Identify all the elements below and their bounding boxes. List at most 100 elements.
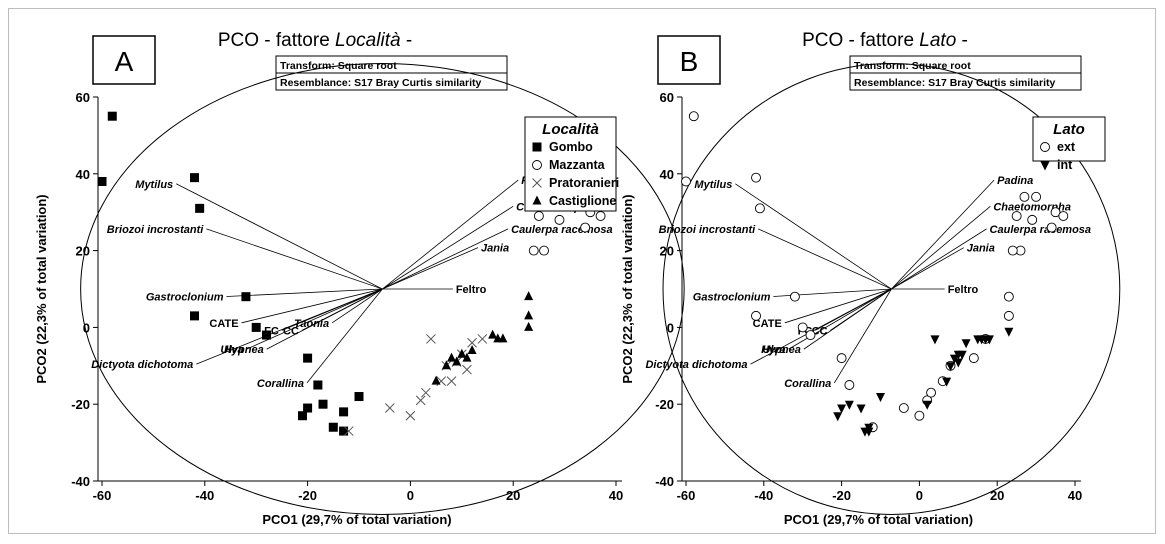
vector-label: Caulerpa racemosa — [990, 224, 1091, 236]
marker-circle — [1027, 214, 1038, 225]
marker-x-stroke — [343, 426, 354, 436]
chart-title-prefix: PCO - fattore — [802, 30, 919, 51]
marker-triangle-down — [876, 393, 885, 403]
marker-circle — [836, 353, 847, 364]
marker-circle — [789, 291, 800, 302]
panel-letter-box — [657, 35, 721, 85]
marker-x — [446, 376, 457, 387]
vector-label: CATE — [753, 318, 782, 330]
marker-triangle-down — [837, 404, 847, 414]
vector-line — [306, 288, 383, 384]
x-axis-label: PCO1 (29,7% of total variation) — [784, 512, 973, 527]
correlation-circle — [662, 63, 1121, 515]
marker-circle — [1019, 191, 1030, 202]
x-tick-label: 40 — [1068, 488, 1082, 503]
chart-title: PCO - fattore Lato - — [802, 30, 968, 51]
info-resemblance: Resemblance: S17 Bray Curtis similarity — [280, 77, 482, 89]
vector-line — [891, 228, 987, 290]
x-tick-label: -40 — [195, 488, 214, 503]
vector-label: CC — [812, 325, 828, 337]
marker-triangle — [524, 321, 534, 331]
marker-square — [313, 380, 323, 390]
marker-circle — [533, 211, 544, 221]
chart-title-factor: Lato — [919, 30, 956, 51]
marker-triangle — [441, 360, 451, 370]
chart-title-prefix: PCO - fattore — [218, 30, 335, 51]
vector-line — [382, 247, 479, 290]
vector-label: Hypnea — [224, 344, 264, 356]
y-tick-label: 0 — [667, 320, 674, 335]
marker-circle — [688, 111, 699, 122]
marker-x-stroke — [446, 376, 457, 387]
y-tick-label: 60 — [660, 90, 674, 105]
marker-triangle-down — [984, 335, 994, 345]
vector-label: Ulva — [762, 344, 785, 356]
marker-square — [297, 411, 307, 421]
y-tick-label: 0 — [83, 320, 90, 335]
marker-circle — [1058, 211, 1069, 221]
marker-circle — [1011, 211, 1022, 221]
marker-x — [405, 410, 416, 421]
vector-line — [196, 288, 383, 365]
vector-line — [176, 183, 383, 290]
marker-square — [261, 330, 271, 340]
marker-x-stroke — [420, 387, 431, 398]
vector-label: Dictyota dichotoma — [645, 359, 747, 371]
x-tick-label: -20 — [832, 488, 851, 503]
marker-triangle — [431, 375, 441, 385]
vector-label: Dictyota dichotoma — [91, 359, 193, 371]
x-tick-label: 20 — [990, 488, 1004, 503]
marker-circle — [528, 245, 539, 256]
legend-item-int: int — [1057, 158, 1073, 172]
vector-line — [833, 288, 892, 384]
marker-triangle — [524, 310, 534, 320]
vector-label: Gastroclonium — [146, 292, 224, 304]
marker-triangle-down — [856, 404, 866, 414]
marker-circle — [1003, 291, 1014, 302]
marker-circle — [1003, 310, 1014, 321]
marker-circle — [754, 203, 765, 214]
marker-triangle — [524, 291, 534, 301]
legend-title: Lato — [1053, 121, 1085, 138]
marker-square — [532, 142, 542, 152]
vector-label: Gastroclonium — [693, 292, 771, 304]
marker-square — [328, 422, 338, 432]
marker-triangle — [498, 333, 508, 343]
marker-circle — [1040, 142, 1050, 152]
vector-line — [788, 288, 892, 350]
vector-label: Corallina — [257, 378, 304, 390]
marker-triangle — [532, 195, 542, 205]
marker-triangle-down — [961, 339, 971, 349]
vector-label: Padina — [997, 175, 1033, 187]
info-resemblance: Resemblance: S17 Bray Curtis similarity — [854, 77, 1056, 89]
marker-triangle-down — [946, 362, 956, 372]
marker-square — [339, 426, 349, 436]
marker-x-stroke — [405, 410, 416, 421]
vector-line — [266, 288, 383, 350]
marker-x-stroke — [462, 364, 472, 375]
marker-circle — [1031, 191, 1042, 202]
panel-letter-box — [92, 35, 156, 85]
marker-x-stroke — [426, 334, 436, 344]
marker-x — [467, 337, 477, 348]
correlation-circle — [80, 63, 685, 515]
legend-item-ext: ext — [1057, 140, 1076, 154]
marker-circle — [554, 214, 565, 225]
vector-line — [382, 205, 514, 290]
x-tick-label: 0 — [407, 488, 414, 503]
y-tick-label: -20 — [71, 397, 90, 412]
legend-item-pratoranieri: Pratoranieri — [549, 176, 619, 190]
y-tick-label: -40 — [71, 474, 90, 489]
marker-triangle — [488, 329, 498, 339]
marker-triangle — [452, 356, 462, 366]
vector-label: Jania — [967, 243, 995, 255]
marker-circle — [805, 330, 816, 341]
marker-square — [303, 403, 313, 413]
panel-letter: B — [680, 46, 699, 77]
chart-title: PCO - fattore Località - — [218, 30, 412, 51]
chart-title-suffix: - — [956, 30, 968, 51]
marker-circle — [532, 160, 542, 170]
marker-square — [318, 399, 328, 409]
x-tick-label: 20 — [506, 488, 520, 503]
x-tick-label: -40 — [754, 488, 773, 503]
